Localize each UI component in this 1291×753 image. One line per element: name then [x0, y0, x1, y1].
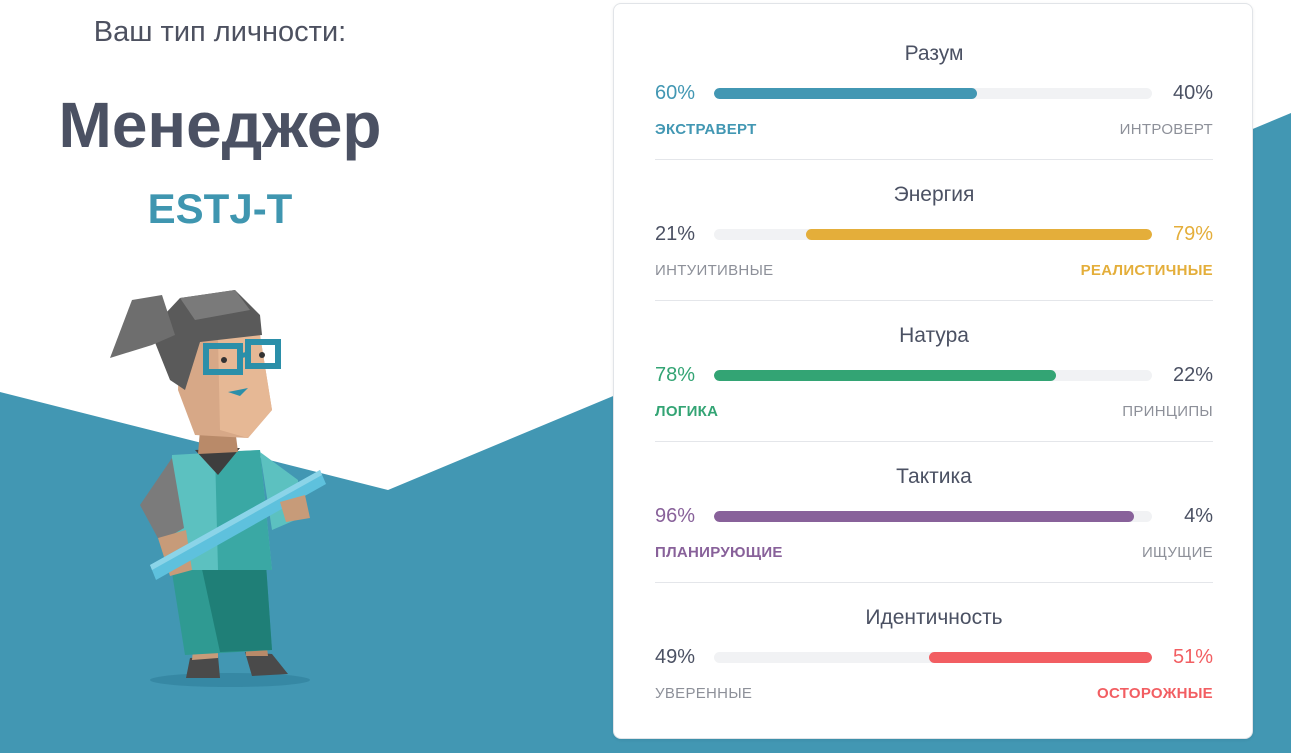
trait-left-percent: 49%: [655, 646, 696, 668]
trait-right-label: ИНТРОВЕРТ: [1119, 121, 1213, 138]
trait-left-percent: 78%: [655, 364, 696, 386]
trait-mind: Разум 60% 40% ЭКСТРАВЕРТ ИНТРОВЕРТ: [655, 4, 1213, 145]
trait-left-label: ЛОГИКА: [655, 403, 719, 420]
trait-left-label: ИНТУИТИВНЫЕ: [655, 262, 774, 279]
page-subtitle: Ваш тип личности:: [93, 16, 347, 48]
trait-bar-track: [714, 652, 1152, 663]
trait-title: Идентичность: [865, 606, 1003, 629]
trait-bar-track: [714, 229, 1152, 240]
trait-bar-track: [714, 88, 1152, 99]
trait-right-percent: 4%: [1184, 505, 1213, 527]
trait-bar-fill: [714, 511, 1135, 522]
trait-bar-track: [714, 370, 1152, 381]
divider: [655, 582, 1213, 583]
trait-left-label: УВЕРЕННЫЕ: [655, 685, 753, 702]
trait-left-percent: 96%: [655, 505, 696, 527]
trait-right-percent: 22%: [1172, 364, 1213, 386]
trait-left-percent: 21%: [655, 223, 696, 245]
trait-right-percent: 79%: [1172, 223, 1213, 245]
trait-left-label: ПЛАНИРУЮЩИЕ: [655, 544, 783, 561]
trait-right-label: ПРИНЦИПЫ: [1122, 403, 1213, 420]
divider: [655, 300, 1213, 301]
trait-title: Энергия: [893, 183, 975, 206]
personality-type-code: ESTJ-T: [147, 185, 293, 232]
trait-bar-fill: [714, 370, 1056, 381]
manager-character-illustration: [110, 290, 326, 687]
trait-right-label: ИЩУЩИЕ: [1141, 544, 1213, 561]
trait-left-label: ЭКСТРАВЕРТ: [655, 121, 757, 138]
trait-right-label: РЕАЛИСТИЧНЫЕ: [1080, 262, 1213, 279]
trait-energy: Энергия 21% 79% ИНТУИТИВНЫЕ РЕАЛИСТИЧНЫЕ: [655, 145, 1213, 286]
trait-title: Натура: [899, 324, 969, 347]
trait-right-percent: 40%: [1172, 82, 1213, 104]
trait-right-label: ОСТОРОЖНЫЕ: [1097, 685, 1213, 702]
divider: [655, 441, 1213, 442]
trait-bar-track: [714, 511, 1152, 522]
trait-identity: Идентичность 49% 51% УВЕРЕННЫЕ ОСТОРОЖНЫ…: [655, 568, 1213, 709]
trait-right-percent: 51%: [1172, 646, 1213, 668]
trait-title: Разум: [904, 42, 964, 65]
trait-bar-fill: [714, 88, 977, 99]
trait-bar-fill: [805, 229, 1152, 240]
traits-card: Разум 60% 40% ЭКСТРАВЕРТ ИНТРОВЕРТ Энерг…: [613, 3, 1253, 739]
divider: [655, 159, 1213, 160]
personality-header: Ваш тип личности: Менеджер ESTJ-T: [0, 0, 440, 753]
trait-bar-fill: [928, 652, 1152, 663]
trait-left-percent: 60%: [655, 82, 696, 104]
trait-title: Тактика: [896, 465, 972, 488]
trait-tactics: Тактика 96% 4% ПЛАНИРУЮЩИЕ ИЩУЩИЕ: [655, 427, 1213, 568]
personality-type-name: Менеджер: [58, 89, 382, 161]
trait-nature: Натура 78% 22% ЛОГИКА ПРИНЦИПЫ: [655, 286, 1213, 427]
